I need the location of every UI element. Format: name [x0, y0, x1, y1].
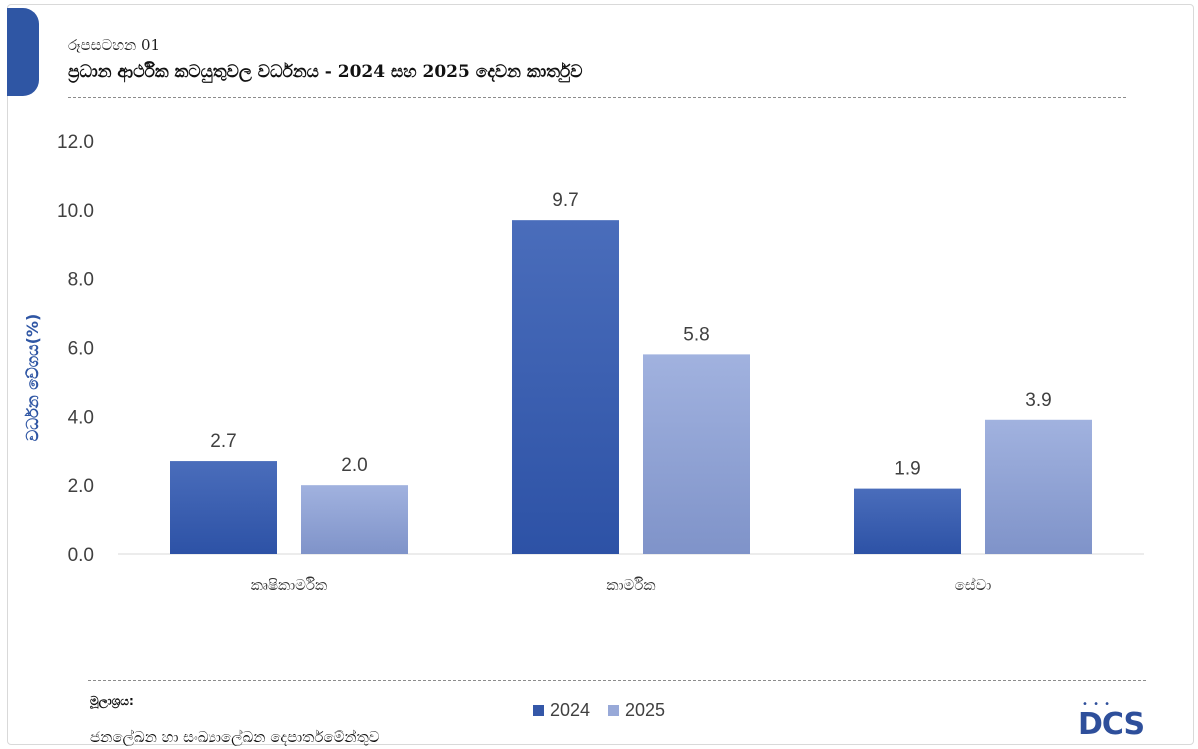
y-tick-label: 6.0 [68, 339, 94, 360]
bar-2025-2 [985, 419, 1092, 554]
legend-swatch-2024 [532, 705, 544, 716]
data-label: 2.7 [210, 431, 236, 452]
x-category-label: කාර්මික [606, 576, 655, 594]
legend-swatch-2025 [608, 705, 619, 716]
data-label: 2.0 [341, 455, 367, 476]
x-category-label: කෘෂිකාර්මික [251, 576, 327, 594]
bar-2024-1 [512, 220, 619, 555]
data-label: 9.7 [552, 190, 578, 211]
top-divider [68, 97, 1126, 98]
figure-title: ප්‍රධාන ආර්ථික කටයුතුවල වර්ධනය - 2024 සහ… [68, 62, 583, 82]
source-text: ජනලේඛන හා සංඛ්‍යාලේඛන දෙපාර්තමේන්තුව [90, 728, 380, 746]
y-axis-title: වර්ධන වේගය(%) [23, 314, 42, 442]
bar-2025-0 [301, 485, 408, 554]
bar-2025-1 [643, 354, 750, 554]
bar-2024-0 [170, 461, 277, 554]
logo-text: DCS [1078, 707, 1145, 742]
y-tick-label: 4.0 [68, 407, 94, 428]
y-tick-label: 10.0 [57, 201, 94, 222]
source-label: මූලාශ්‍රය: [90, 694, 134, 708]
logo-dots: • • • [1082, 699, 1112, 710]
legend-label-2025: 2025 [625, 700, 666, 720]
legend-item-2024: 2024 [532, 700, 590, 721]
x-category-label: සේවා [955, 576, 992, 594]
figure-number: රූපසටහන 01 [68, 36, 161, 54]
bar-2024-2 [854, 488, 961, 554]
y-tick-label: 0.0 [68, 545, 94, 566]
y-tick-label: 8.0 [68, 270, 94, 291]
dcs-logo-icon: • • • DCS [1078, 697, 1148, 745]
chart-legend: 2024 2025 [0, 700, 1198, 721]
figure-frame [7, 4, 1194, 745]
legend-label-2024: 2024 [549, 700, 590, 720]
data-label: 3.9 [1025, 390, 1051, 411]
y-tick-label: 12.0 [57, 132, 94, 153]
data-label: 5.8 [683, 324, 709, 345]
bottom-divider [88, 680, 1146, 681]
data-label: 1.9 [894, 459, 920, 480]
figure-accent-tab [7, 8, 39, 96]
y-tick-label: 2.0 [68, 476, 94, 497]
legend-item-2025: 2025 [608, 700, 665, 721]
